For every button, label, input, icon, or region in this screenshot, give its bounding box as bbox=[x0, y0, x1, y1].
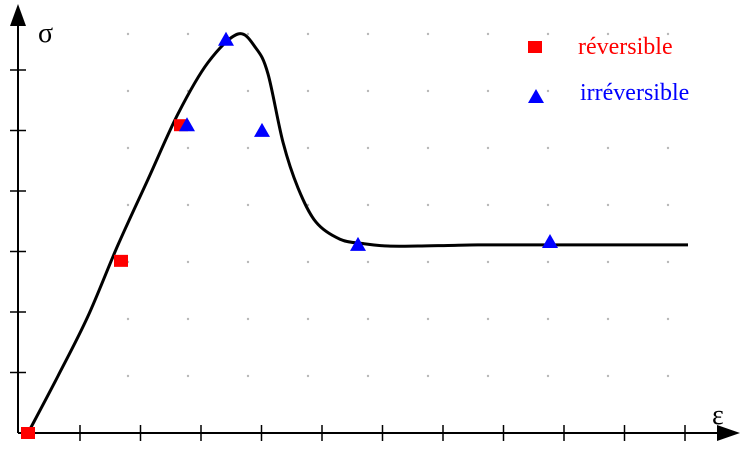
y-axis-label: σ bbox=[38, 18, 53, 49]
grid-dot bbox=[546, 146, 550, 150]
grid-dot bbox=[606, 89, 610, 93]
grid-dot bbox=[126, 32, 130, 36]
grid-dot bbox=[606, 260, 610, 264]
grid-dot bbox=[486, 260, 490, 264]
grid-dot bbox=[606, 374, 610, 378]
grid-dot bbox=[606, 146, 610, 150]
grid-dot bbox=[246, 374, 250, 378]
grid-dot bbox=[426, 317, 430, 321]
grid-dot bbox=[126, 203, 130, 207]
grid-dot bbox=[306, 89, 310, 93]
grid-dot bbox=[486, 89, 490, 93]
grid-dot bbox=[186, 374, 190, 378]
grid-dot bbox=[246, 260, 250, 264]
irreversible-marker bbox=[254, 122, 270, 137]
grid-dot bbox=[246, 32, 250, 36]
grid-dot bbox=[366, 317, 370, 321]
grid-dots bbox=[126, 32, 670, 378]
grid-dot bbox=[246, 146, 250, 150]
grid-dot bbox=[426, 146, 430, 150]
grid-dot bbox=[366, 32, 370, 36]
grid-dot bbox=[426, 89, 430, 93]
x-axis-label: ε bbox=[712, 400, 724, 431]
grid-dot bbox=[306, 260, 310, 264]
grid-dot bbox=[486, 317, 490, 321]
data-markers bbox=[21, 31, 558, 439]
grid-dot bbox=[366, 203, 370, 207]
grid-dot bbox=[186, 260, 190, 264]
legend-label-reversible: réversible bbox=[578, 34, 673, 60]
grid-dot bbox=[606, 317, 610, 321]
grid-dot bbox=[546, 374, 550, 378]
stress-strain-curve bbox=[26, 32, 688, 434]
grid-dot bbox=[486, 374, 490, 378]
grid-dot bbox=[486, 146, 490, 150]
grid-dot bbox=[666, 89, 670, 93]
grid-dot bbox=[306, 146, 310, 150]
grid-dot bbox=[246, 203, 250, 207]
grid-dot bbox=[426, 260, 430, 264]
irreversible-marker bbox=[542, 234, 558, 249]
irreversible-marker bbox=[218, 31, 234, 46]
grid-dot bbox=[186, 203, 190, 207]
grid-dot bbox=[126, 317, 130, 321]
grid-dot bbox=[186, 146, 190, 150]
grid-dot bbox=[426, 32, 430, 36]
axis-ticks bbox=[10, 69, 686, 441]
grid-dot bbox=[666, 32, 670, 36]
grid-dot bbox=[366, 374, 370, 378]
irreversible-marker bbox=[350, 236, 366, 251]
legend: réversible irréversible bbox=[528, 34, 689, 106]
grid-dot bbox=[366, 146, 370, 150]
grid-dot bbox=[666, 317, 670, 321]
grid-dot bbox=[666, 260, 670, 264]
irreversible-marker bbox=[179, 117, 195, 132]
reversible-marker bbox=[114, 254, 128, 267]
grid-dot bbox=[426, 374, 430, 378]
grid-dot bbox=[666, 374, 670, 378]
grid-dot bbox=[186, 317, 190, 321]
grid-dot bbox=[366, 89, 370, 93]
reversible-marker bbox=[21, 427, 35, 439]
grid-dot bbox=[306, 32, 310, 36]
grid-dot bbox=[486, 32, 490, 36]
y-axis-arrow bbox=[10, 4, 26, 26]
grid-dot bbox=[546, 317, 550, 321]
grid-dot bbox=[306, 317, 310, 321]
legend-marker-reversible bbox=[528, 41, 542, 53]
grid-dot bbox=[546, 260, 550, 264]
legend-marker-irreversible bbox=[528, 89, 544, 103]
grid-dot bbox=[546, 32, 550, 36]
grid-dot bbox=[666, 146, 670, 150]
grid-dot bbox=[246, 317, 250, 321]
grid-dot bbox=[306, 374, 310, 378]
axes: σ ε bbox=[10, 4, 740, 441]
grid-dot bbox=[546, 89, 550, 93]
grid-dot bbox=[366, 260, 370, 264]
grid-dot bbox=[666, 203, 670, 207]
grid-dot bbox=[606, 203, 610, 207]
x-axis-arrow bbox=[717, 425, 740, 441]
grid-dot bbox=[546, 203, 550, 207]
grid-dot bbox=[486, 203, 490, 207]
grid-dot bbox=[126, 89, 130, 93]
grid-dot bbox=[126, 374, 130, 378]
grid-dot bbox=[186, 32, 190, 36]
grid-dot bbox=[126, 146, 130, 150]
grid-dot bbox=[426, 203, 430, 207]
grid-dot bbox=[246, 89, 250, 93]
legend-label-irreversible: irréversible bbox=[580, 80, 689, 106]
grid-dot bbox=[606, 32, 610, 36]
